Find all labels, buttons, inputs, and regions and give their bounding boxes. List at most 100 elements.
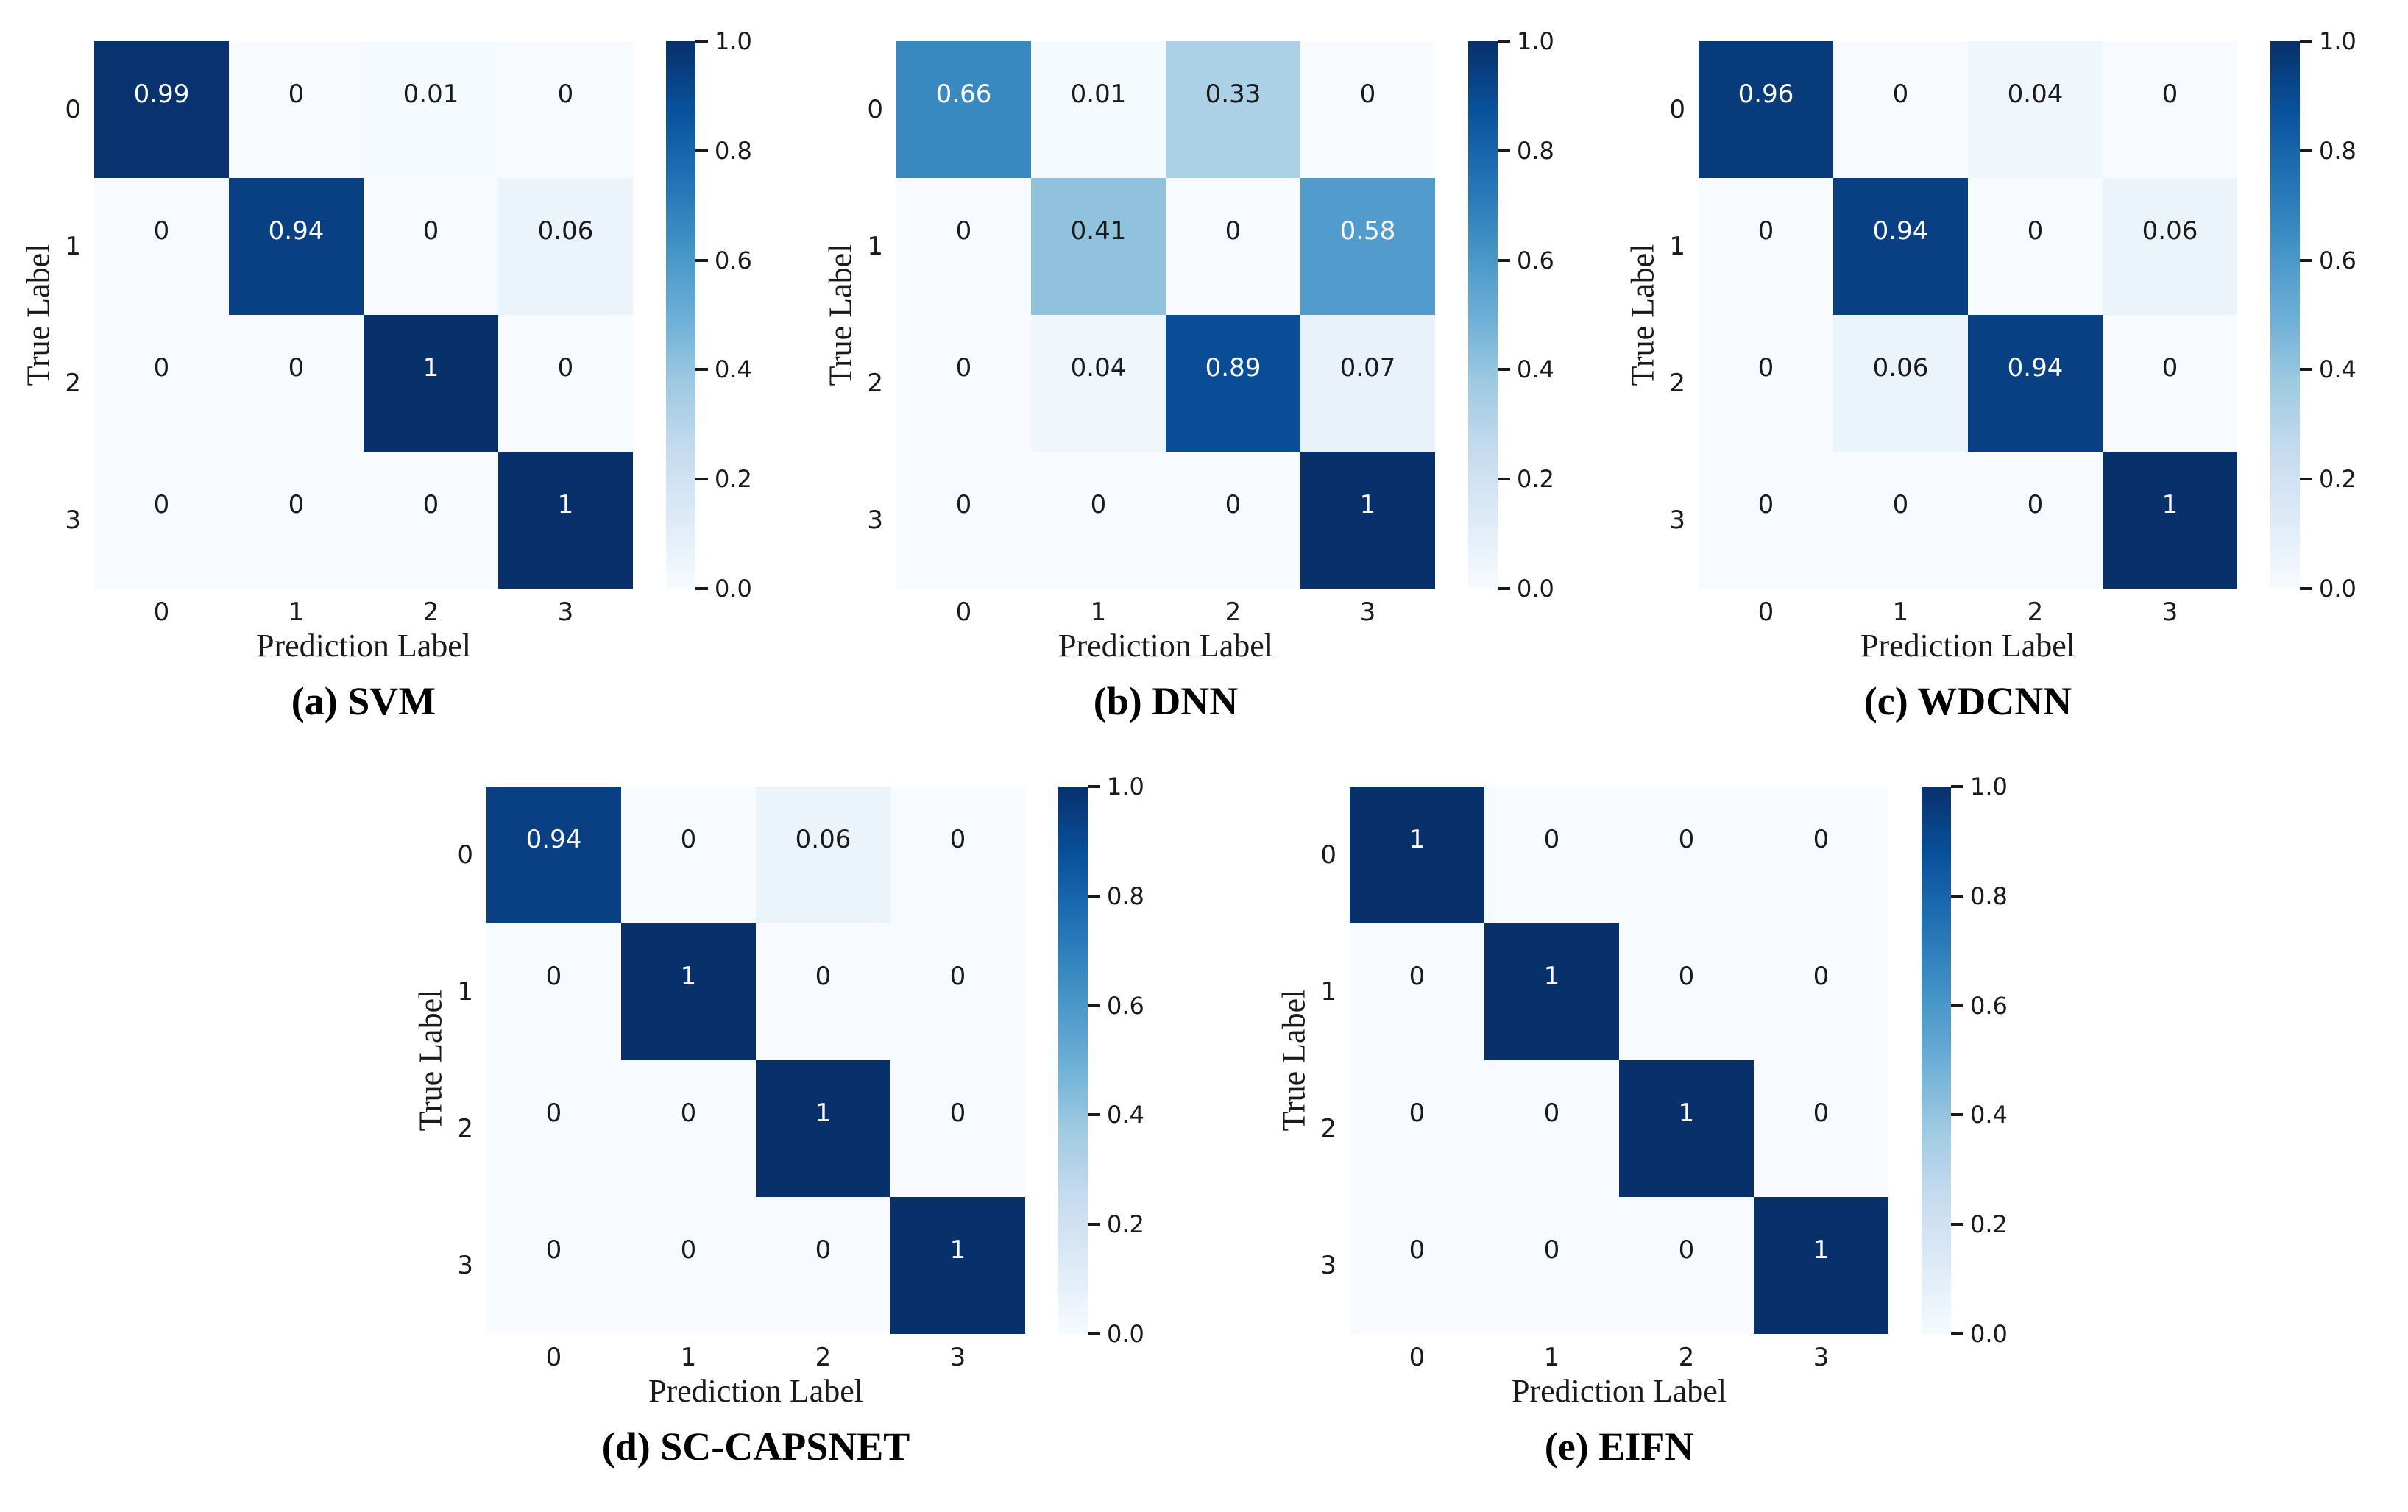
heatmap-cell: 0.41 (1031, 178, 1166, 315)
cell-value: 0.94 (1872, 216, 1929, 246)
x-tick-label: 2 (815, 1343, 832, 1372)
colorbar-tick-mark (1498, 587, 1510, 590)
heatmap-cell: 1 (364, 315, 498, 452)
heatmap-cell: 1 (1300, 452, 1435, 589)
cell-value: 0.58 (1339, 216, 1396, 246)
colorbar-tick-label: 0.2 (1970, 1210, 2008, 1239)
x-axis-label: Prediction Label (648, 1373, 863, 1409)
cell-value: 1 (2161, 490, 2178, 519)
cell-value: 0.66 (935, 79, 992, 109)
heatmap-cell: 0.06 (498, 178, 633, 315)
colorbar-tick-label: 0.4 (1517, 355, 1554, 384)
cell-value: 0 (680, 825, 697, 854)
heatmap-cell: 0 (229, 315, 364, 452)
colorbar-tick-mark (1498, 40, 1510, 43)
colorbar-tick-mark (2300, 149, 2312, 152)
colorbar-tick-label: 0.6 (1970, 991, 2008, 1020)
cell-value: 0 (288, 353, 305, 383)
cell-value: 0.33 (1205, 79, 1261, 109)
colorbar-tick-label: 0.6 (1107, 991, 1144, 1020)
cell-value: 0.06 (795, 825, 851, 854)
y-tick-label: 1 (867, 232, 883, 261)
heatmap-cell: 0 (94, 315, 229, 452)
y-axis-ticks: 0 1 2 3 (802, 41, 885, 589)
x-tick-label: 0 (1757, 597, 1774, 627)
heatmap-cell: 0 (1754, 923, 1888, 1060)
colorbar-tick-label: 0.4 (1107, 1101, 1144, 1129)
cell-value: 0 (1678, 1235, 1695, 1265)
cell-value: 1 (949, 1235, 966, 1265)
cell-value: 0 (680, 1098, 697, 1128)
colorbar-tick-label: 0.2 (1107, 1210, 1144, 1239)
colorbar-gradient (1058, 787, 1088, 1334)
cell-value: 1 (1543, 962, 1560, 991)
colorbar: 1.0 0.8 0.6 0.4 0.2 0.0 (1058, 773, 1144, 1348)
cell-value: 0 (955, 353, 972, 383)
colorbar-tick-mark (2300, 258, 2312, 262)
cell-value: 0 (1543, 1098, 1560, 1128)
heatmap-cell: 0 (890, 787, 1025, 923)
cell-value: 0 (1225, 490, 1242, 519)
colorbar-tick-label: 0.6 (715, 246, 752, 274)
cell-value: 1 (1813, 1235, 1830, 1265)
cell-value: 0.89 (1205, 353, 1261, 383)
colorbar-tick-mark (1088, 1332, 1100, 1335)
cell-value: 0 (815, 1235, 832, 1265)
confusion-matrix-sc-capsnet: 0.94 0 0.06 0 0 1 0 0 0 0 1 0 0 0 0 1 (486, 787, 1025, 1334)
colorbar-tick-mark (695, 478, 708, 481)
colorbar-tick-mark (1088, 1223, 1100, 1227)
colorbar-tick-label: 0.2 (2319, 465, 2356, 494)
heatmap-cell: 0.96 (1699, 41, 1833, 178)
x-tick-label: 3 (1813, 1343, 1830, 1372)
colorbar-tick-label: 0.0 (1517, 575, 1554, 603)
heatmap-cell: 0.58 (1300, 178, 1435, 315)
x-tick-label: 0 (545, 1343, 562, 1372)
cell-value: 0 (1757, 216, 1774, 246)
heatmap-cell: 0 (486, 1197, 621, 1334)
heatmap-cell: 0 (1166, 178, 1300, 315)
y-tick-label: 3 (65, 505, 81, 535)
colorbar-tick-label: 0.8 (1517, 136, 1554, 165)
y-tick-label: 3 (1320, 1251, 1336, 1280)
colorbar-tick-label: 0.4 (1970, 1101, 2008, 1129)
cell-value: 0.06 (537, 216, 594, 246)
y-tick-label: 2 (65, 369, 81, 398)
colorbar-tick-mark (1088, 1113, 1100, 1117)
cell-value: 0.99 (133, 79, 190, 109)
cell-value: 0 (2027, 216, 2044, 246)
y-tick-label: 0 (457, 840, 473, 870)
cell-value: 0.94 (268, 216, 325, 246)
heatmap-cell: 0 (498, 315, 633, 452)
x-tick-label: 2 (422, 597, 439, 627)
subplot-caption-d: (d) SC-CAPSNET (601, 1424, 910, 1469)
colorbar-tick-label: 1.0 (715, 27, 752, 55)
x-axis-label: Prediction Label (255, 628, 471, 664)
heatmap-cell: 0.06 (2103, 178, 2237, 315)
colorbar-tick-label: 0.4 (2319, 355, 2356, 384)
cell-value: 0.94 (2007, 353, 2064, 383)
cell-value: 0 (680, 1235, 697, 1265)
cell-value: 0 (422, 490, 439, 519)
heatmap-cell: 1 (1619, 1060, 1754, 1197)
x-axis-ticks: 0 1 2 3 (1699, 597, 2237, 627)
cell-value: 0 (2161, 353, 2178, 383)
colorbar-tick-mark (2300, 368, 2312, 372)
x-tick-label: 1 (288, 597, 305, 627)
colorbar-tick-mark (1951, 1004, 1963, 1007)
y-tick-label: 0 (1669, 95, 1685, 124)
cell-value: 0.41 (1070, 216, 1127, 246)
confusion-matrix-dnn: 0.66 0.01 0.33 0 0 0.41 0 0.58 0 0.04 0.89 0.07 0 0 0 1 (896, 41, 1435, 589)
cell-value: 1 (557, 490, 574, 519)
heatmap-cell: 0 (1754, 787, 1888, 923)
colorbar-tick-label: 0.8 (2319, 136, 2356, 165)
colorbar-gradient (1468, 41, 1498, 589)
colorbar-tick-mark (2300, 478, 2312, 481)
heatmap-cell: 0 (1699, 315, 1833, 452)
heatmap-cell: 0 (364, 178, 498, 315)
x-tick-label: 2 (1225, 597, 1242, 627)
cell-value: 0 (2161, 79, 2178, 109)
